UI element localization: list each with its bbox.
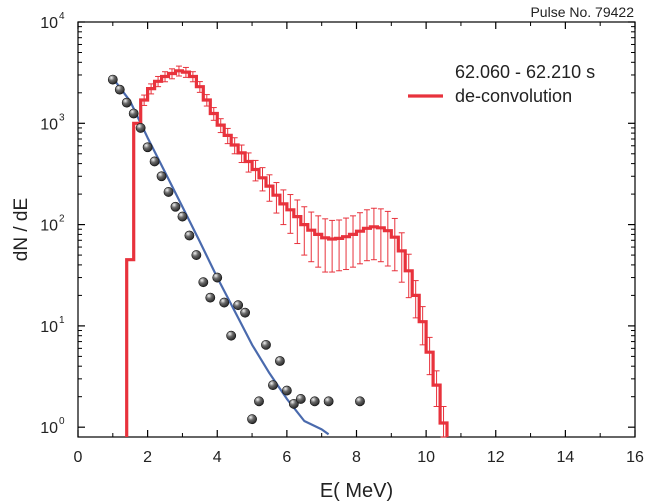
data-point [281,385,292,396]
data-point [268,380,278,391]
y-tick-exponent: 1 [59,315,65,326]
y-tick-label: 10 [40,420,58,437]
data-point [107,74,118,85]
data-point [295,394,306,404]
data-point [135,123,146,133]
x-tick-label: 4 [213,449,222,466]
data-point [184,230,195,241]
y-tick-exponent: 0 [59,416,65,427]
data-point [247,414,257,425]
x-tick-label: 16 [626,449,644,466]
data-point [142,142,153,153]
y-axis-label: dN / dE [11,198,32,261]
x-axis-label: E( MeV) [320,480,393,502]
data-point [275,356,285,366]
data-point [254,396,264,407]
data-point [163,187,174,197]
data-point [198,277,209,288]
x-tick-label: 10 [417,449,435,466]
data-point [288,398,299,409]
plot-area-border [77,21,636,438]
x-tick-label: 8 [352,449,361,466]
y-tick-label: 10 [40,116,58,133]
histogram-group [125,69,449,437]
data-point [205,292,216,303]
data-point [170,201,181,212]
y-tick-label: 10 [40,218,58,235]
y-tick-exponent: 2 [59,214,65,225]
x-tick-label: 12 [487,449,505,466]
data-point [156,171,167,182]
data-point [219,297,230,308]
data-point [226,330,237,341]
data-point [233,300,244,311]
data-point [212,272,223,283]
x-tick-label: 0 [74,449,83,466]
plot-frame [77,21,636,438]
data-point [240,307,250,318]
y-tick-label: 10 [40,15,58,32]
x-tick-label: 2 [143,449,152,466]
y-tick-label: 10 [40,319,58,336]
data-points-group [107,74,365,425]
pulse-label: Pulse No. 79422 [530,4,634,20]
data-point [309,396,320,407]
legend: 62.060 - 62.210 s de-convolution [408,62,595,106]
data-point [355,396,365,407]
error-bars [141,65,447,438]
deconvolution-histogram [125,69,449,437]
legend-title: 62.060 - 62.210 s [455,62,595,82]
legend-label: de-convolution [455,86,572,106]
data-point [114,84,125,95]
data-point [177,211,188,222]
x-tick-label: 6 [282,449,291,466]
data-point [261,339,271,350]
data-point [121,97,132,108]
y-tick-exponent: 4 [59,11,65,22]
data-point [128,108,139,119]
data-point [323,396,334,407]
data-point [191,250,202,260]
data-point [149,156,160,167]
x-tick-label: 14 [556,449,574,466]
y-tick-exponent: 3 [59,112,65,123]
